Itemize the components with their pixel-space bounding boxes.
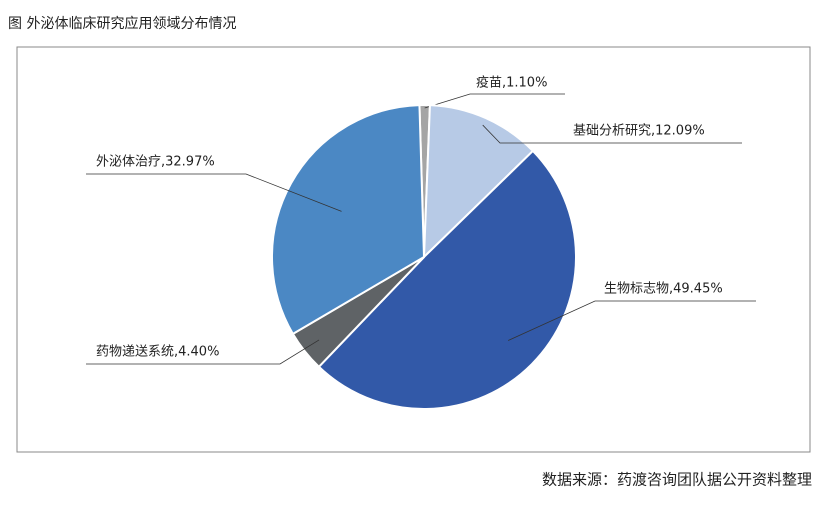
data-label: 生物标志物,49.45% [604,282,723,297]
data-label: 疫苗,1.10% [476,75,547,91]
leader-line [424,93,565,109]
source-note: 数据来源：药渡咨询团队据公开资料整理 [542,471,812,489]
data-label: 基础分析研究,12.09% [573,124,705,139]
pie-slice [317,149,577,410]
data-label: 药物递送系统,4.40% [96,345,219,360]
leader-line [482,124,742,144]
data-label: 外泌体治疗,32.97% [96,155,215,170]
pie-slice [271,104,426,336]
leader-line [508,300,756,341]
leader-line [86,173,342,212]
leader-line [86,339,320,365]
chart-title: 图 外泌体临床研究应用领域分布情况 [8,15,236,32]
chart-frame [16,46,811,453]
